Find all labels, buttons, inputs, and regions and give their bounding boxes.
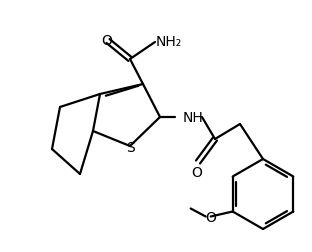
Text: NH₂: NH₂ <box>156 35 182 49</box>
Text: S: S <box>127 140 135 154</box>
Text: O: O <box>205 211 216 225</box>
Text: O: O <box>102 34 112 48</box>
Text: O: O <box>192 165 202 179</box>
Text: NH: NH <box>183 111 204 124</box>
